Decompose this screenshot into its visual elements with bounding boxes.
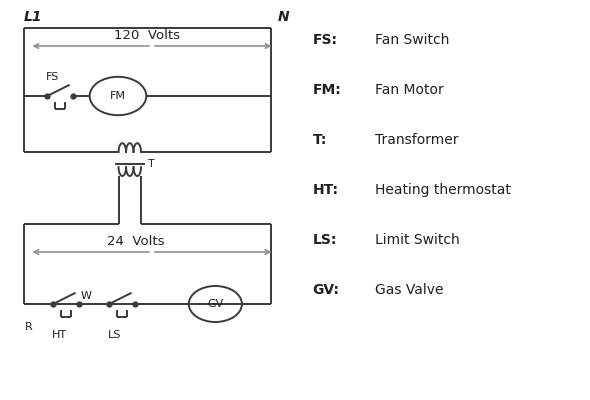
Text: T: T [148,159,155,169]
Text: N: N [277,10,289,24]
Text: LS:: LS: [313,233,337,247]
Text: HT:: HT: [313,183,339,197]
Text: W: W [80,291,91,301]
Text: Heating thermostat: Heating thermostat [375,183,510,197]
Text: Transformer: Transformer [375,133,458,147]
Text: FS:: FS: [313,33,337,47]
Text: FM: FM [110,91,126,101]
Text: GV: GV [207,299,224,309]
Text: GV:: GV: [313,283,340,297]
Text: FM:: FM: [313,83,342,97]
Text: 24  Volts: 24 Volts [107,235,165,248]
Text: L1: L1 [24,10,42,24]
Text: Gas Valve: Gas Valve [375,283,443,297]
Text: FS: FS [46,72,59,82]
Text: Fan Motor: Fan Motor [375,83,444,97]
Text: LS: LS [109,330,122,340]
Text: T:: T: [313,133,327,147]
Text: Fan Switch: Fan Switch [375,33,449,47]
Text: 120  Volts: 120 Volts [114,29,181,42]
Text: R: R [25,322,33,332]
Text: Limit Switch: Limit Switch [375,233,460,247]
Text: HT: HT [51,330,67,340]
